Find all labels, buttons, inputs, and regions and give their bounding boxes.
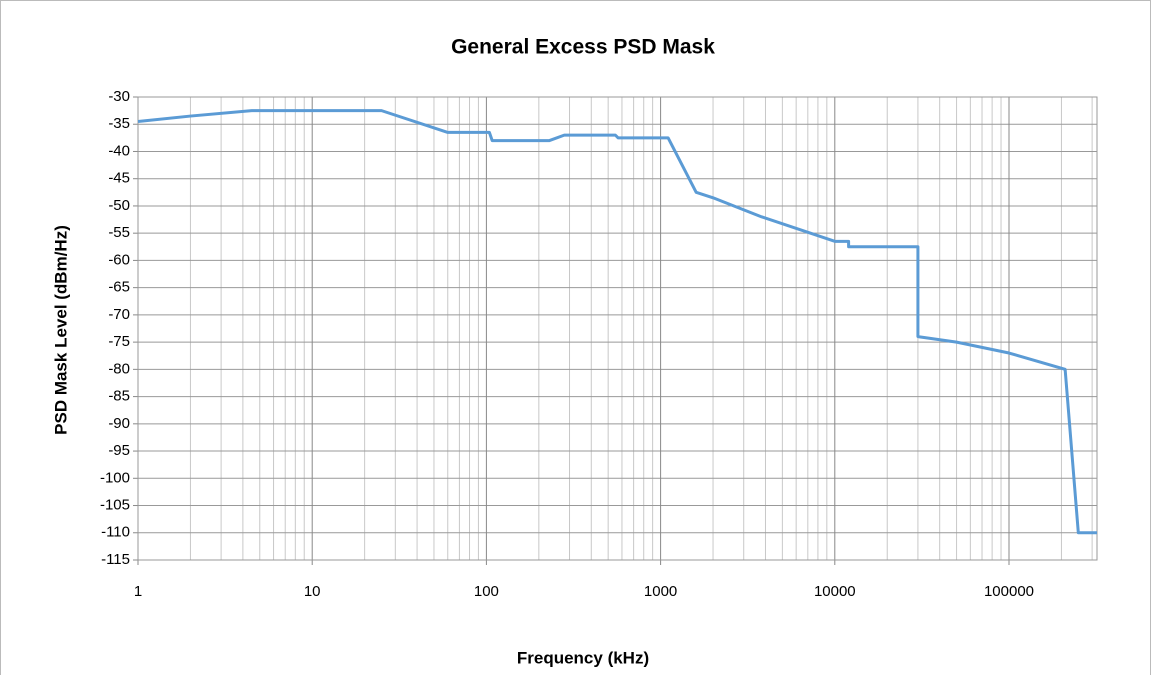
x-tick-label: 100000 — [984, 583, 1034, 600]
y-axis-title: PSD Mask Level (dBm/Hz) — [51, 225, 70, 435]
y-tick-label: -35 — [108, 115, 130, 132]
y-tick-label: -75 — [108, 333, 130, 350]
x-tick-label: 10 — [304, 583, 321, 600]
y-tick-label: -45 — [108, 170, 130, 187]
y-tick-label: -110 — [101, 524, 130, 541]
chart-title: General Excess PSD Mask — [451, 36, 715, 59]
y-tick-label: -100 — [100, 469, 130, 486]
y-tick-label: -50 — [108, 197, 130, 214]
y-tick-label: -80 — [108, 360, 130, 377]
y-tick-label: -70 — [108, 306, 130, 323]
y-tick-label: -90 — [108, 415, 130, 432]
x-tick-label: 100 — [474, 583, 499, 600]
y-tick-label: -55 — [108, 224, 130, 241]
y-tick-label: -85 — [108, 388, 130, 405]
y-tick-label: -105 — [100, 496, 130, 513]
y-tick-label: -95 — [108, 442, 130, 459]
x-tick-label: 10000 — [814, 583, 856, 600]
plot-frame — [137, 96, 1098, 561]
y-tick-label: -40 — [108, 142, 130, 159]
x-tick-label: 1000 — [644, 583, 677, 600]
y-tick-label: -30 — [108, 88, 130, 105]
x-tick-label: 1 — [134, 583, 142, 600]
y-tick-label: -65 — [108, 279, 130, 296]
x-axis-title: Frequency (kHz) — [517, 648, 649, 667]
y-tick-label: -60 — [108, 251, 130, 268]
data-line — [137, 109, 1097, 535]
y-tick-label: -115 — [101, 551, 130, 568]
